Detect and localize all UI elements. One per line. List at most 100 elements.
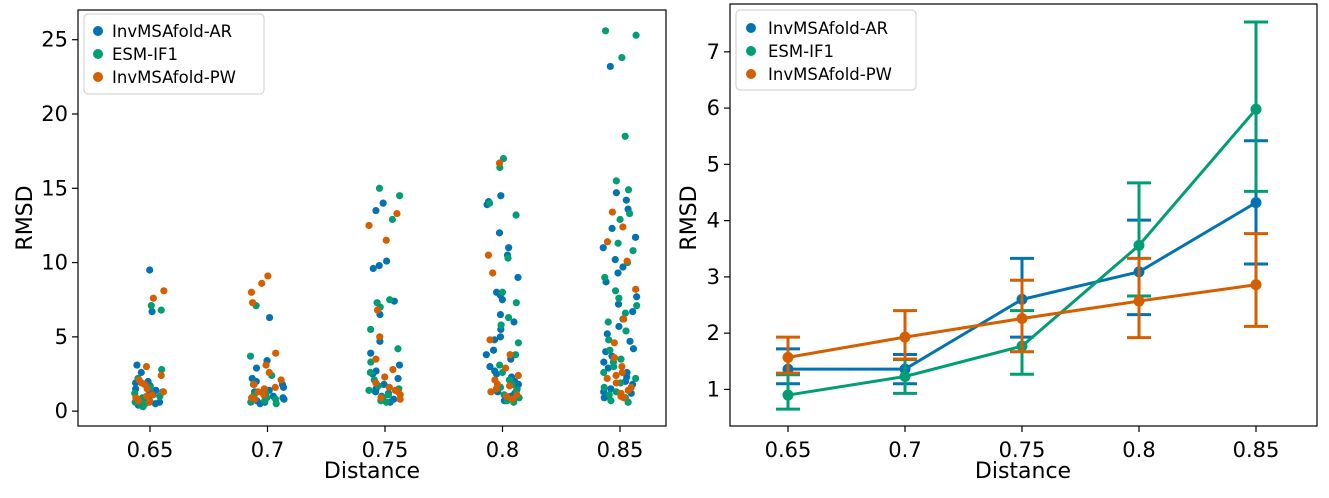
y-axis: 0 5 10 15 20 25 — [41, 28, 78, 423]
point-invmsafold-pw — [143, 392, 151, 400]
point-esm-if1 — [611, 287, 620, 295]
x-axis: 0.65 0.7 0.75 0.8 0.85 — [127, 426, 643, 462]
point-invmsafold-ar — [151, 400, 159, 408]
point-invmsafold-pw — [376, 333, 384, 341]
point-invmsafold-pw — [372, 355, 380, 363]
point-invmsafold-pw — [489, 269, 497, 277]
point-invmsafold-ar — [372, 388, 380, 396]
point-invmsafold-pw — [382, 236, 390, 244]
point-invmsafold-pw — [1250, 279, 1262, 291]
point-invmsafold-ar — [495, 229, 504, 237]
point-invmsafold-pw — [486, 336, 494, 344]
point-invmsafold-ar — [612, 189, 620, 197]
legend-label-invmsafold-pw: InvMSAfold-PW — [768, 65, 892, 84]
point-invmsafold-pw — [495, 159, 504, 167]
point-invmsafold-pw — [620, 315, 628, 323]
legend: InvMSAfold-AR ESM-IF1 InvMSAfold-PW — [735, 9, 917, 91]
point-esm-if1 — [498, 288, 507, 296]
point-esm-if1 — [485, 199, 494, 207]
point-invmsafold-pw — [385, 383, 393, 391]
point-invmsafold-pw — [247, 288, 256, 296]
point-invmsafold-pw — [608, 208, 616, 216]
y-tick-label: 5 — [55, 325, 68, 349]
point-invmsafold-ar — [497, 192, 505, 200]
point-esm-if1 — [624, 186, 633, 194]
point-esm-if1 — [605, 336, 613, 344]
point-invmsafold-ar — [380, 380, 388, 388]
point-esm-if1 — [607, 397, 615, 405]
point-invmsafold-ar — [633, 293, 641, 301]
point-invmsafold-pw — [619, 223, 627, 231]
legend-marker-invmsafold-ar — [746, 23, 756, 33]
point-esm-if1 — [626, 209, 634, 218]
point-invmsafold-pw — [487, 388, 495, 396]
point-invmsafold-pw — [149, 294, 157, 302]
point-esm-if1 — [782, 389, 794, 401]
point-invmsafold-pw — [372, 379, 380, 387]
point-invmsafold-ar — [600, 358, 608, 366]
point-invmsafold-pw — [265, 368, 273, 377]
point-invmsafold-pw — [258, 279, 266, 287]
plot-frame — [729, 3, 1318, 427]
legend-marker-esm-if1 — [746, 46, 756, 56]
point-invmsafold-ar — [614, 300, 623, 308]
point-invmsafold-pw — [264, 272, 272, 280]
point-esm-if1 — [605, 391, 613, 399]
point-invmsafold-pw — [899, 331, 911, 343]
point-invmsafold-pw — [506, 351, 514, 359]
point-invmsafold-ar — [611, 256, 619, 264]
point-invmsafold-ar — [629, 308, 637, 316]
y-tick-label: 1 — [707, 377, 720, 401]
point-invmsafold-pw — [393, 209, 401, 218]
point-esm-if1 — [384, 391, 393, 399]
point-invmsafold-ar — [489, 346, 498, 354]
x-tick-label: 0.8 — [486, 438, 519, 462]
legend-label-invmsafold-ar: InvMSAfold-AR — [112, 22, 232, 41]
point-invmsafold-pw — [513, 391, 521, 399]
point-invmsafold-ar — [510, 318, 518, 326]
point-invmsafold-ar — [496, 310, 505, 319]
pointplot-series — [776, 20, 1268, 411]
point-invmsafold-pw — [365, 221, 373, 230]
point-esm-if1 — [621, 309, 630, 317]
point-invmsafold-pw — [381, 373, 389, 381]
point-esm-if1 — [388, 215, 396, 224]
point-invmsafold-pw — [484, 251, 493, 259]
strip-points — [131, 27, 641, 411]
point-invmsafold-pw — [251, 395, 259, 403]
point-invmsafold-pw — [618, 362, 626, 371]
y-tick-label: 5 — [707, 152, 720, 176]
point-invmsafold-pw — [160, 287, 168, 295]
legend-box — [735, 9, 917, 91]
point-invmsafold-ar — [375, 261, 383, 270]
point-esm-if1 — [629, 247, 637, 255]
point-invmsafold-ar — [608, 224, 616, 232]
x-tick-label: 0.75 — [362, 438, 409, 462]
y-axis-label: RMSD — [677, 185, 702, 250]
y-tick-label: 10 — [41, 251, 68, 275]
point-esm-if1 — [375, 184, 384, 192]
point-invmsafold-ar — [619, 263, 627, 271]
legend-marker-esm-if1 — [93, 49, 103, 59]
point-invmsafold-ar — [379, 199, 387, 207]
point-invmsafold-pw — [159, 388, 168, 396]
point-invmsafold-ar — [492, 370, 501, 378]
point-invmsafold-ar — [626, 337, 634, 345]
point-esm-if1 — [616, 215, 624, 224]
point-invmsafold-pw — [632, 285, 640, 293]
point-invmsafold-pw — [610, 339, 618, 347]
point-invmsafold-ar — [629, 345, 638, 353]
y-tick-label: 20 — [41, 102, 68, 126]
point-invmsafold-ar — [146, 266, 154, 274]
point-invmsafold-ar — [622, 196, 630, 204]
point-invmsafold-pw — [603, 374, 611, 383]
point-invmsafold-pw — [157, 371, 165, 380]
y-tick-label: 25 — [41, 28, 68, 52]
point-esm-if1 — [1133, 239, 1145, 251]
point-esm-if1 — [246, 352, 255, 360]
point-esm-if1 — [496, 361, 504, 369]
point-esm-if1 — [604, 318, 612, 326]
point-esm-if1 — [633, 302, 641, 310]
point-invmsafold-ar — [394, 374, 402, 383]
point-invmsafold-pw — [272, 349, 280, 357]
